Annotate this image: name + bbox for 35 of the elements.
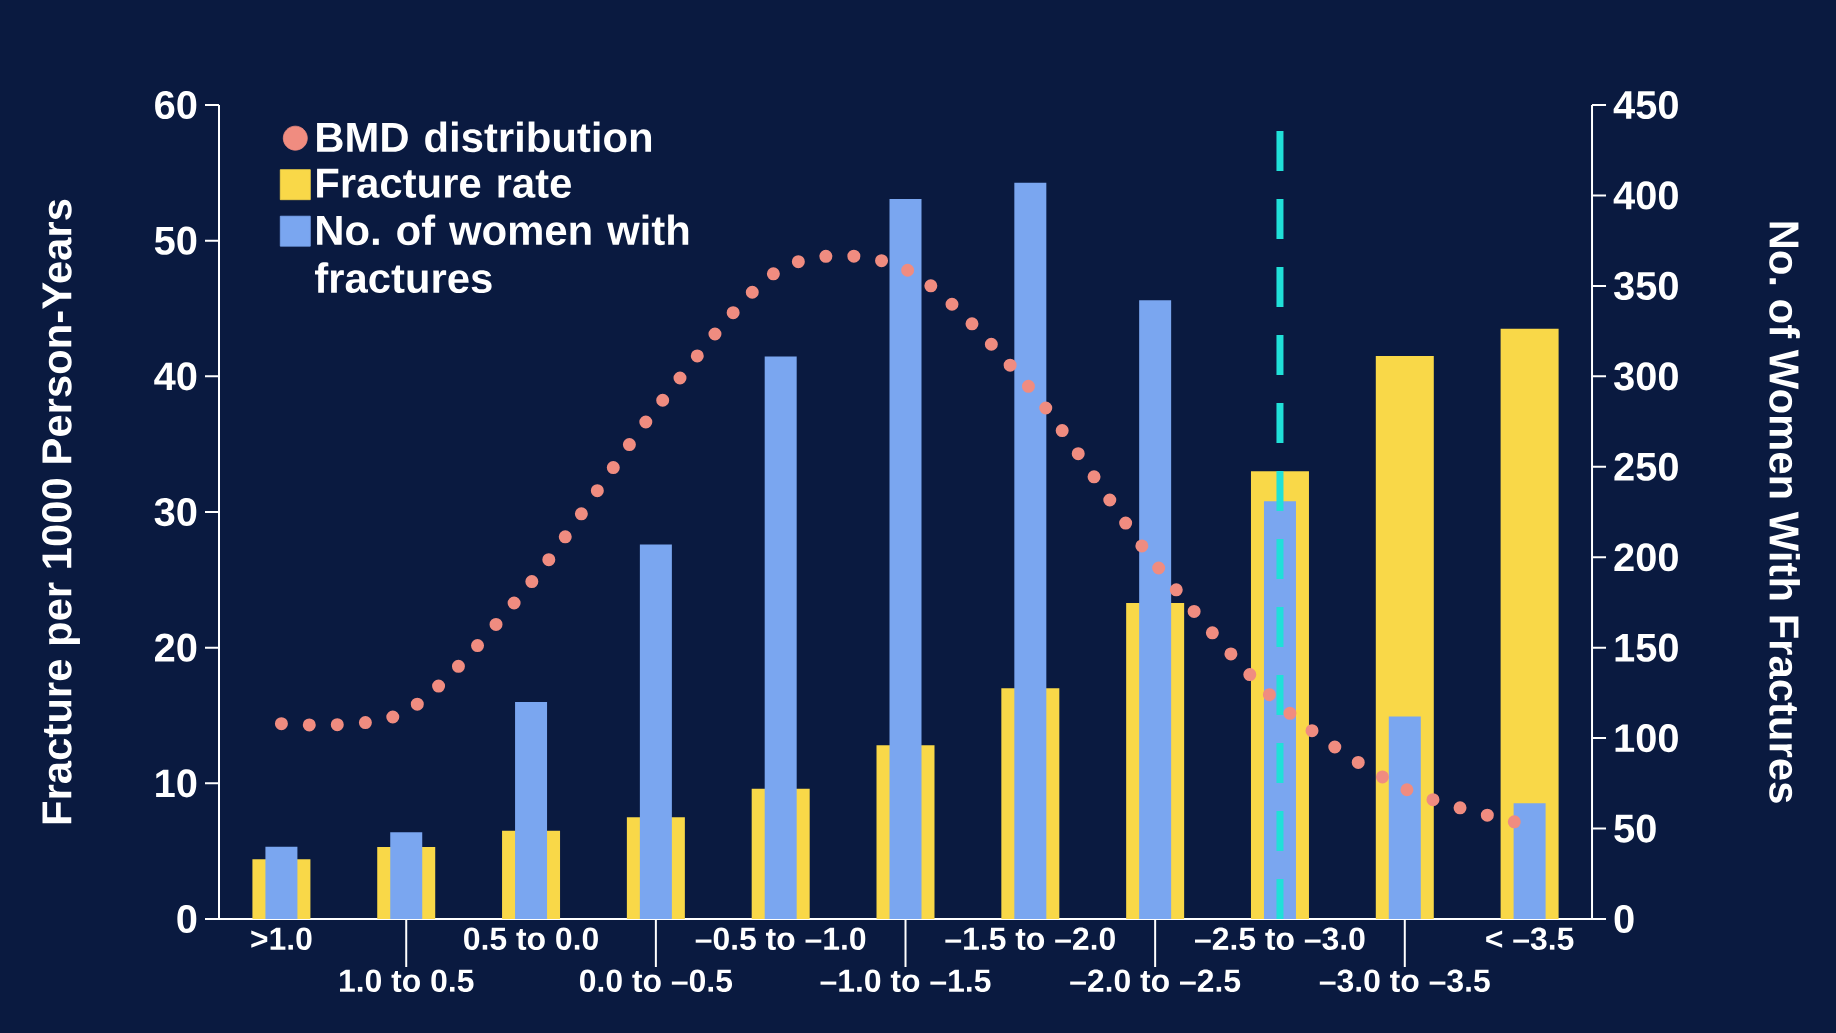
y2-tick-label: 100	[1615, 724, 1678, 753]
x-tick-label: –0.5 to –1.0	[695, 927, 866, 950]
y2-tick-label: 400	[1613, 181, 1678, 210]
x-tick-label: –2.0 to –2.5	[1070, 969, 1241, 992]
bar	[1513, 803, 1546, 919]
y2-tick-label: 250	[1614, 452, 1678, 481]
y-tick-label: 40	[154, 362, 197, 391]
legend-label: Fracture rate	[317, 168, 571, 198]
y2-tick-label: 300	[1613, 362, 1678, 391]
x-tick-label: –1.0 to –1.5	[820, 969, 991, 992]
y-tick-label: 0	[177, 904, 197, 934]
x-tick-label: 0.0 to –0.5	[580, 969, 733, 992]
bar	[1388, 716, 1421, 919]
x-tick-label: < –3.5	[1486, 927, 1574, 950]
y2-tick-label: 150	[1615, 633, 1678, 662]
y2-tick-label: 450	[1613, 90, 1678, 120]
x-tick-label: –3.0 to –3.5	[1319, 969, 1490, 992]
y2-tick-label: 50	[1614, 814, 1656, 843]
x-tick-label: –1.5 to –2.0	[945, 927, 1115, 950]
legend-label: BMD distribution	[317, 121, 652, 153]
y-tick-label: 10	[156, 769, 197, 798]
x-tick-label: 1.0 to 0.5	[340, 969, 474, 992]
y-tick-label: 20	[155, 633, 197, 662]
y-tick-label: 60	[155, 90, 197, 120]
y2-tick-label: 350	[1613, 271, 1678, 301]
y-axis-title: Fracture per 1000 Person-Years	[42, 199, 80, 824]
x-tick-label: >1.0	[251, 927, 312, 950]
y2-tick-label: 200	[1614, 543, 1678, 572]
x-tick-label: 0.5 to 0.0	[464, 927, 598, 950]
y2-axis-title: No. of Women With Fractures	[1769, 222, 1800, 803]
legend-label: No. of women with fractures	[314, 214, 689, 294]
y2-tick-label: 0	[1614, 904, 1634, 934]
y-tick-label: 30	[154, 497, 197, 527]
x-tick-label: –2.5 to –3.0	[1194, 927, 1365, 950]
y-tick-label: 50	[154, 226, 197, 255]
